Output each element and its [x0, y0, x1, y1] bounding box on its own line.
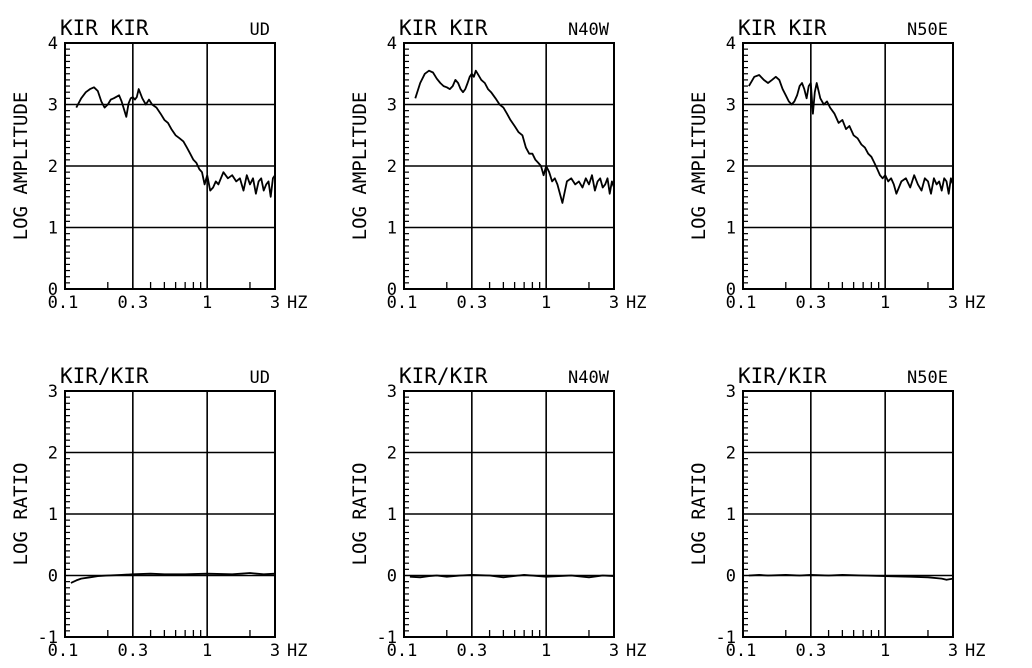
component-label: N50E: [907, 368, 948, 388]
y-tick-label: 1: [726, 219, 736, 239]
y-tick-label: 2: [726, 444, 736, 464]
y-tick-label: 4: [387, 34, 397, 54]
y-tick-label: 2: [387, 157, 397, 177]
y-tick-label: -1: [38, 628, 58, 648]
y-tick-label: 3: [387, 382, 397, 402]
component-label: N40W: [568, 368, 610, 388]
component-label: N40W: [568, 20, 610, 40]
series-line: [70, 572, 276, 584]
series-line: [414, 69, 615, 204]
component-label: UD: [250, 20, 270, 40]
x-tick-label: 3: [948, 293, 958, 313]
x-tick-label: 1: [202, 641, 212, 661]
x-tick-label: 3: [270, 641, 280, 661]
y-tick-label: -1: [716, 628, 736, 648]
y-tick-label: 3: [48, 96, 58, 116]
x-unit-label: HZ: [965, 641, 985, 661]
y-tick-label: 0: [726, 280, 736, 300]
y-tick-label: 1: [48, 505, 58, 525]
x-tick-label: 3: [270, 293, 280, 313]
chart-title: KIR/KIR: [399, 364, 488, 388]
y-tick-label: 3: [726, 96, 736, 116]
x-tick-label: 0.1: [726, 641, 757, 661]
y-tick-label: 4: [726, 34, 736, 54]
x-unit-label: HZ: [626, 293, 646, 313]
series-line: [748, 74, 954, 195]
y-axis-label: LOG RATIO: [10, 463, 32, 566]
y-tick-label: 2: [726, 157, 736, 177]
x-tick-label: 3: [609, 641, 619, 661]
y-axis-label: LOG RATIO: [349, 463, 371, 566]
chart-title: KIR/KIR: [60, 364, 149, 388]
y-tick-label: 2: [387, 444, 397, 464]
x-tick-label: 1: [541, 641, 551, 661]
y-tick-label: 1: [726, 505, 736, 525]
chart-title: KIR/KIR: [738, 364, 827, 388]
component-label: N50E: [907, 20, 948, 40]
y-tick-label: 1: [387, 219, 397, 239]
y-tick-label: 2: [48, 157, 58, 177]
y-tick-label: 1: [387, 505, 397, 525]
x-tick-label: 0.3: [456, 293, 487, 313]
x-tick-label: 1: [880, 293, 890, 313]
x-unit-label: HZ: [287, 293, 307, 313]
x-unit-label: HZ: [965, 293, 985, 313]
series-line: [748, 574, 954, 581]
chart-title: KIR KIR: [738, 16, 827, 40]
x-tick-label: 0.1: [48, 293, 79, 313]
x-tick-label: 0.3: [795, 293, 826, 313]
x-tick-label: 0.1: [387, 641, 418, 661]
x-tick-label: 0.1: [726, 293, 757, 313]
x-tick-label: 1: [880, 641, 890, 661]
x-unit-label: HZ: [287, 641, 307, 661]
series-line: [75, 86, 276, 198]
y-tick-label: 0: [48, 567, 58, 587]
x-tick-label: 0.3: [117, 293, 148, 313]
y-axis-label: LOG AMPLITUDE: [349, 92, 371, 241]
x-tick-label: 1: [541, 293, 551, 313]
y-tick-label: 2: [48, 444, 58, 464]
x-tick-label: 3: [948, 641, 958, 661]
y-tick-label: 3: [726, 382, 736, 402]
x-tick-label: 0.3: [117, 641, 148, 661]
y-tick-label: 3: [387, 96, 397, 116]
x-unit-label: HZ: [626, 641, 646, 661]
x-tick-label: 0.3: [795, 641, 826, 661]
y-tick-label: 0: [48, 280, 58, 300]
chart-title: KIR KIR: [399, 16, 488, 40]
component-label: UD: [250, 368, 270, 388]
x-tick-label: 0.1: [387, 293, 418, 313]
x-tick-label: 1: [202, 293, 212, 313]
y-tick-label: 0: [387, 280, 397, 300]
series-line: [409, 574, 615, 579]
y-tick-label: 1: [48, 219, 58, 239]
x-tick-label: 0.1: [48, 641, 79, 661]
y-tick-label: 0: [726, 567, 736, 587]
y-tick-label: 4: [48, 34, 58, 54]
chart-title: KIR KIR: [60, 16, 149, 40]
y-axis-label: LOG AMPLITUDE: [10, 92, 32, 241]
x-tick-label: 3: [609, 293, 619, 313]
y-tick-label: 0: [387, 567, 397, 587]
y-axis-label: LOG AMPLITUDE: [688, 92, 710, 241]
x-tick-label: 0.3: [456, 641, 487, 661]
y-axis-label: LOG RATIO: [688, 463, 710, 566]
y-tick-label: 3: [48, 382, 58, 402]
y-tick-label: -1: [377, 628, 397, 648]
